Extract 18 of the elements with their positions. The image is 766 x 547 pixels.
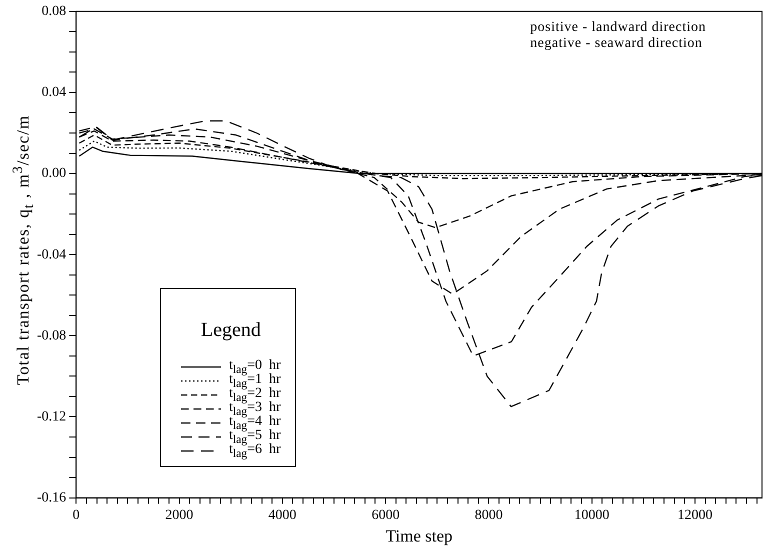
x-tick-label: 4000: [268, 508, 296, 523]
y-tick-label: 0.08: [42, 4, 66, 20]
x-tick-label: 0: [72, 508, 80, 523]
y-tick-label: -0.08: [36, 328, 66, 344]
annotation: negative - seaward direction: [530, 36, 704, 52]
legend-title: Legend: [200, 319, 262, 342]
x-tick-label: 8000: [474, 508, 503, 523]
y-tick-label: 0.04: [42, 85, 66, 100]
y-tick-label: -0.04: [36, 247, 66, 262]
y-tick-label: 0.00: [42, 166, 66, 182]
x-tick-label: 2000: [165, 508, 194, 523]
y-tick-label: -0.16: [36, 490, 66, 506]
x-tick-label: 12000: [677, 508, 712, 523]
annotation: positive - landward direction: [530, 20, 706, 36]
y-tick-label: -0.12: [36, 409, 66, 424]
x-axis-title: Time step: [386, 526, 453, 546]
x-tick-label: 6000: [372, 508, 400, 523]
x-tick-label: 10000: [574, 508, 610, 523]
